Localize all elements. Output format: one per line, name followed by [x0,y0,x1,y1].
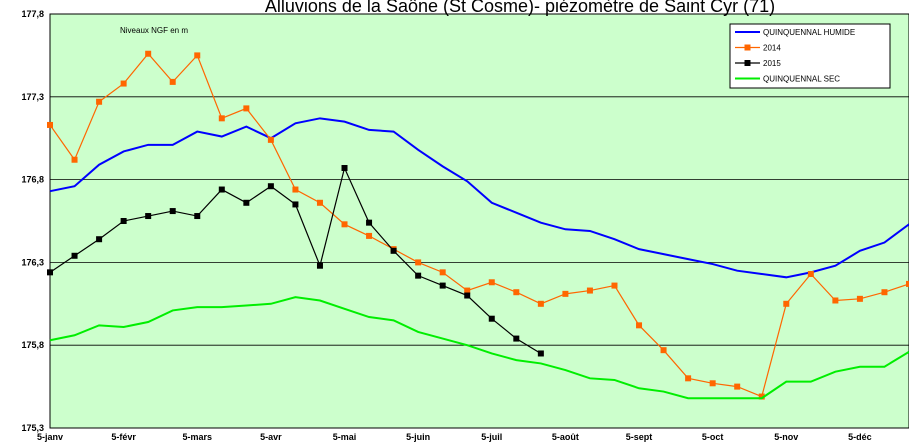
point-marker [807,270,814,277]
point-marker [169,78,176,85]
point-marker [439,269,446,276]
x-tick-label: 5-déc [848,432,872,442]
y-tick-label: 177,3 [21,92,44,102]
annotation: Niveaux NGF en m [120,26,188,35]
legend-marker [744,60,751,66]
point-marker [415,259,422,266]
point-marker [169,208,176,215]
point-marker [783,300,790,307]
point-marker [562,290,569,297]
y-tick-label: 175,8 [21,340,44,350]
point-marker [194,52,201,59]
point-marker [341,165,348,172]
point-marker [194,213,201,220]
point-marker [685,375,692,382]
x-tick-label: 5-sept [626,432,653,442]
point-marker [513,335,520,342]
point-marker [856,295,863,302]
series-line [49,296,909,400]
point-marker [537,350,544,357]
point-marker [611,282,618,289]
x-tick-label: 5-oct [702,432,724,442]
point-marker [488,279,495,286]
point-marker [71,156,78,163]
x-tick-label: 5-avr [260,432,282,442]
legend-label: QUINQUENNAL HUMIDE [763,28,855,37]
point-marker [218,115,225,122]
point-marker [636,322,643,329]
chart-title: Alluvions de la Saône (St Cosme)- piézom… [265,0,775,16]
point-marker [660,347,667,354]
point-marker [218,186,225,193]
point-marker [537,300,544,307]
point-marker [464,292,471,299]
point-marker [47,121,53,128]
point-marker [881,289,888,296]
point-marker [709,380,716,387]
point-marker [488,315,495,322]
x-tick-label: 5-févr [111,432,136,442]
y-tick-label: 176,3 [21,257,44,267]
point-marker [464,287,471,294]
point-marker [832,297,839,304]
series-line [49,52,909,398]
point-marker [267,183,274,190]
point-marker [145,213,152,220]
series-line [49,117,909,279]
point-marker [586,287,593,294]
point-marker [243,199,250,206]
point-marker [47,269,53,276]
x-tick-label: 5-juil [481,432,502,442]
point-marker [145,50,152,57]
legend-label: QUINQUENNAL SEC [763,75,840,84]
point-marker [439,282,446,289]
legend-label: 2014 [763,44,781,53]
point-marker [513,289,520,296]
point-marker [734,383,741,390]
y-tick-label: 177,8 [21,9,44,19]
point-marker [758,393,765,400]
point-marker [292,201,299,208]
y-tick-label: 175,3 [21,423,44,433]
point-marker [316,199,323,206]
point-marker [366,232,373,239]
x-tick-label: 5-juin [406,432,430,442]
point-marker [316,262,323,269]
point-marker [292,186,299,193]
point-marker [267,136,274,143]
legend-label: 2015 [763,59,781,68]
point-marker [415,272,422,279]
point-marker [341,221,348,228]
y-tick-label: 176,8 [21,175,44,185]
point-marker [120,218,127,224]
point-marker [71,252,78,259]
point-marker [366,219,373,226]
point-marker [96,98,103,105]
x-tick-label: 5-janv [37,432,63,442]
point-marker [120,80,127,87]
legend-marker [744,44,751,51]
x-tick-label: 5-août [552,432,579,442]
point-marker [390,247,397,254]
point-marker [906,280,909,287]
legend-box [729,23,891,89]
x-tick-label: 5-mars [182,432,212,442]
x-tick-label: 5-mai [333,432,357,442]
point-marker [96,236,103,243]
x-tick-label: 5-nov [774,432,798,442]
point-marker [243,105,250,112]
